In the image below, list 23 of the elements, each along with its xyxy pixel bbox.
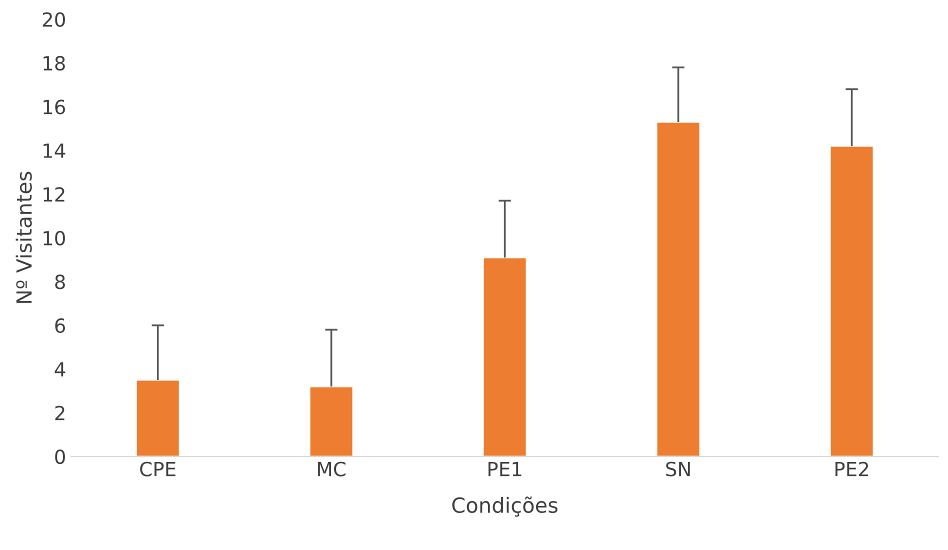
x-axis-title: Condições	[452, 496, 558, 517]
y-axis-title: Nº Visitantes	[16, 172, 32, 303]
x-tick-label: PE2	[835, 462, 868, 476]
y-tick-label: 0	[55, 449, 65, 464]
x-tick-label: SN	[666, 462, 690, 476]
bar	[135, 379, 180, 456]
bar	[308, 386, 354, 456]
y-tick-label: 2	[55, 406, 64, 420]
x-tick-label: PE1	[488, 462, 522, 476]
y-tick-label: 14	[44, 144, 66, 158]
y-tick-label: 10	[44, 230, 65, 246]
y-tick-label: 6	[55, 318, 66, 333]
bar	[829, 145, 874, 456]
y-tick-label: 18	[44, 56, 65, 71]
y-tick-label: 20	[42, 12, 65, 27]
bar	[482, 256, 528, 456]
y-tick-label: 4	[54, 362, 66, 376]
y-tick-label: 16	[44, 100, 66, 114]
x-tick-label: MC	[318, 462, 346, 476]
bar	[656, 121, 701, 456]
y-tick-label: 12	[44, 187, 64, 202]
x-tick-label: CPE	[140, 462, 176, 476]
y-tick-label: 8	[55, 274, 65, 290]
